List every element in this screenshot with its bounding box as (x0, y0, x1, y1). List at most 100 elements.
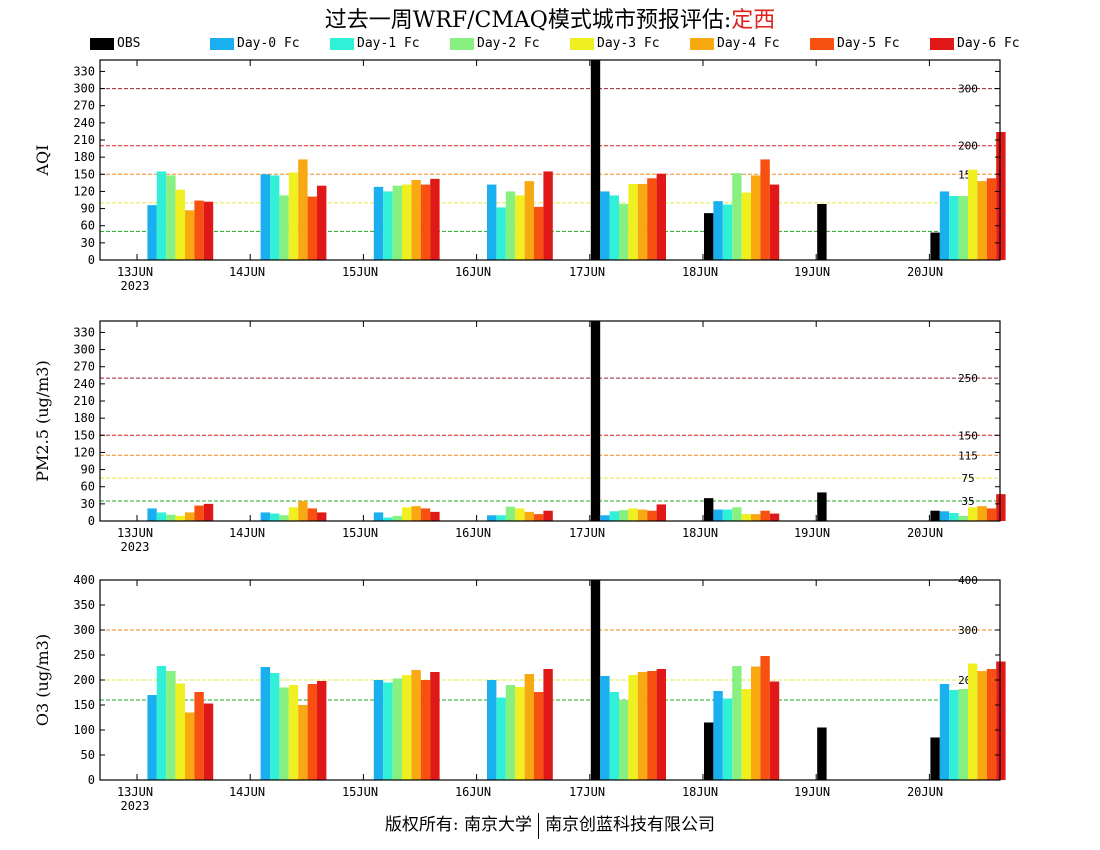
bar (590, 321, 601, 521)
y-tick-label: 210 (73, 133, 95, 147)
bar (166, 514, 176, 521)
chart-title: 过去一周WRF/CMAQ模式城市预报评估:定西 (0, 2, 1100, 34)
bar (732, 507, 742, 521)
bar (260, 174, 270, 260)
bar (609, 195, 619, 260)
bar (430, 178, 440, 260)
y-tick-label: 300 (73, 623, 95, 637)
legend-swatch (930, 38, 954, 50)
bar (515, 687, 525, 780)
y-tick-label: 0 (88, 253, 95, 267)
y-tick-label: 150 (73, 698, 95, 712)
x-tick-label: 13JUN (117, 265, 153, 279)
bar (543, 171, 553, 260)
bar (977, 671, 987, 780)
y-tick-label: 90 (81, 202, 95, 216)
bar (373, 186, 384, 260)
bar (958, 515, 968, 521)
year-label: 2023 (121, 540, 150, 554)
bar (769, 681, 780, 780)
bar (741, 192, 751, 260)
bar (307, 684, 317, 780)
x-tick-label: 18JUN (682, 526, 718, 540)
bar (656, 669, 666, 780)
bar (194, 200, 204, 260)
y-axis-label: AQI (33, 145, 52, 177)
title-main: 过去一周WRF/CMAQ模式城市预报评估: (324, 8, 732, 33)
legend-label: Day-2 Fc (477, 36, 540, 51)
bar (996, 132, 1006, 260)
y-tick-label: 330 (73, 64, 95, 78)
bar (769, 184, 780, 260)
reference-line-label: 300 (958, 624, 978, 637)
bar (175, 515, 185, 521)
bar (392, 515, 402, 521)
bar (194, 505, 204, 521)
bar (619, 700, 629, 780)
legend-swatch (570, 38, 594, 50)
y-tick-label: 150 (73, 428, 95, 442)
bar (260, 667, 270, 780)
bar (628, 184, 638, 260)
bar (194, 692, 204, 780)
reference-line-label: 150 (958, 429, 978, 442)
bar (203, 703, 214, 780)
y-tick-label: 350 (73, 598, 95, 612)
y-tick-label: 30 (81, 236, 95, 250)
legend-label: Day-3 Fc (597, 36, 660, 51)
y-tick-label: 400 (73, 573, 95, 587)
legend-label: OBS (117, 36, 141, 51)
bar (288, 507, 299, 521)
bar (307, 508, 317, 521)
y-axis-label: O3 (ug/m3) (33, 634, 52, 726)
reference-line-label: 75 (961, 472, 974, 485)
x-tick-label: 14JUN (229, 526, 265, 540)
bar (949, 690, 959, 780)
y-tick-label: 120 (73, 184, 95, 198)
x-tick-label: 20JUN (907, 526, 943, 540)
bar (741, 514, 751, 521)
bar (147, 205, 157, 260)
bar (147, 508, 157, 521)
y-tick-label: 210 (73, 394, 95, 408)
bar (543, 669, 553, 780)
y-tick-label: 240 (73, 116, 95, 130)
bar (968, 507, 978, 521)
bar (619, 204, 629, 260)
bar (647, 178, 657, 260)
bar (392, 185, 402, 260)
year-label: 2023 (121, 799, 150, 813)
bar (751, 175, 761, 260)
bar (647, 510, 657, 521)
bar (713, 691, 723, 780)
y-tick-label: 60 (81, 480, 95, 494)
legend-label: Day-6 Fc (957, 36, 1020, 51)
footer-separator (538, 812, 540, 839)
bar (270, 673, 280, 780)
bar (175, 189, 185, 260)
x-tick-label: 20JUN (907, 785, 943, 799)
bar (279, 195, 289, 260)
x-tick-label: 13JUN (117, 785, 153, 799)
y-tick-label: 50 (81, 748, 95, 762)
y-tick-label: 90 (81, 463, 95, 477)
bar (317, 185, 327, 260)
y-tick-label: 300 (73, 82, 95, 96)
bar (722, 204, 733, 260)
bar (383, 682, 393, 780)
y-tick-label: 300 (73, 343, 95, 357)
y-tick-label: 180 (73, 150, 95, 164)
x-tick-label: 15JUN (342, 265, 378, 279)
legend-label: Day-5 Fc (837, 36, 900, 51)
bar (496, 515, 506, 521)
legend-label: Day-4 Fc (717, 36, 780, 51)
x-tick-label: 16JUN (455, 526, 491, 540)
x-tick-label: 16JUN (455, 265, 491, 279)
y-tick-label: 200 (73, 673, 95, 687)
x-tick-label: 14JUN (229, 265, 265, 279)
x-tick-label: 13JUN (117, 526, 153, 540)
bar (769, 513, 780, 521)
year-label: 2023 (121, 279, 150, 293)
legend-swatch (210, 38, 234, 50)
bar (185, 210, 195, 260)
